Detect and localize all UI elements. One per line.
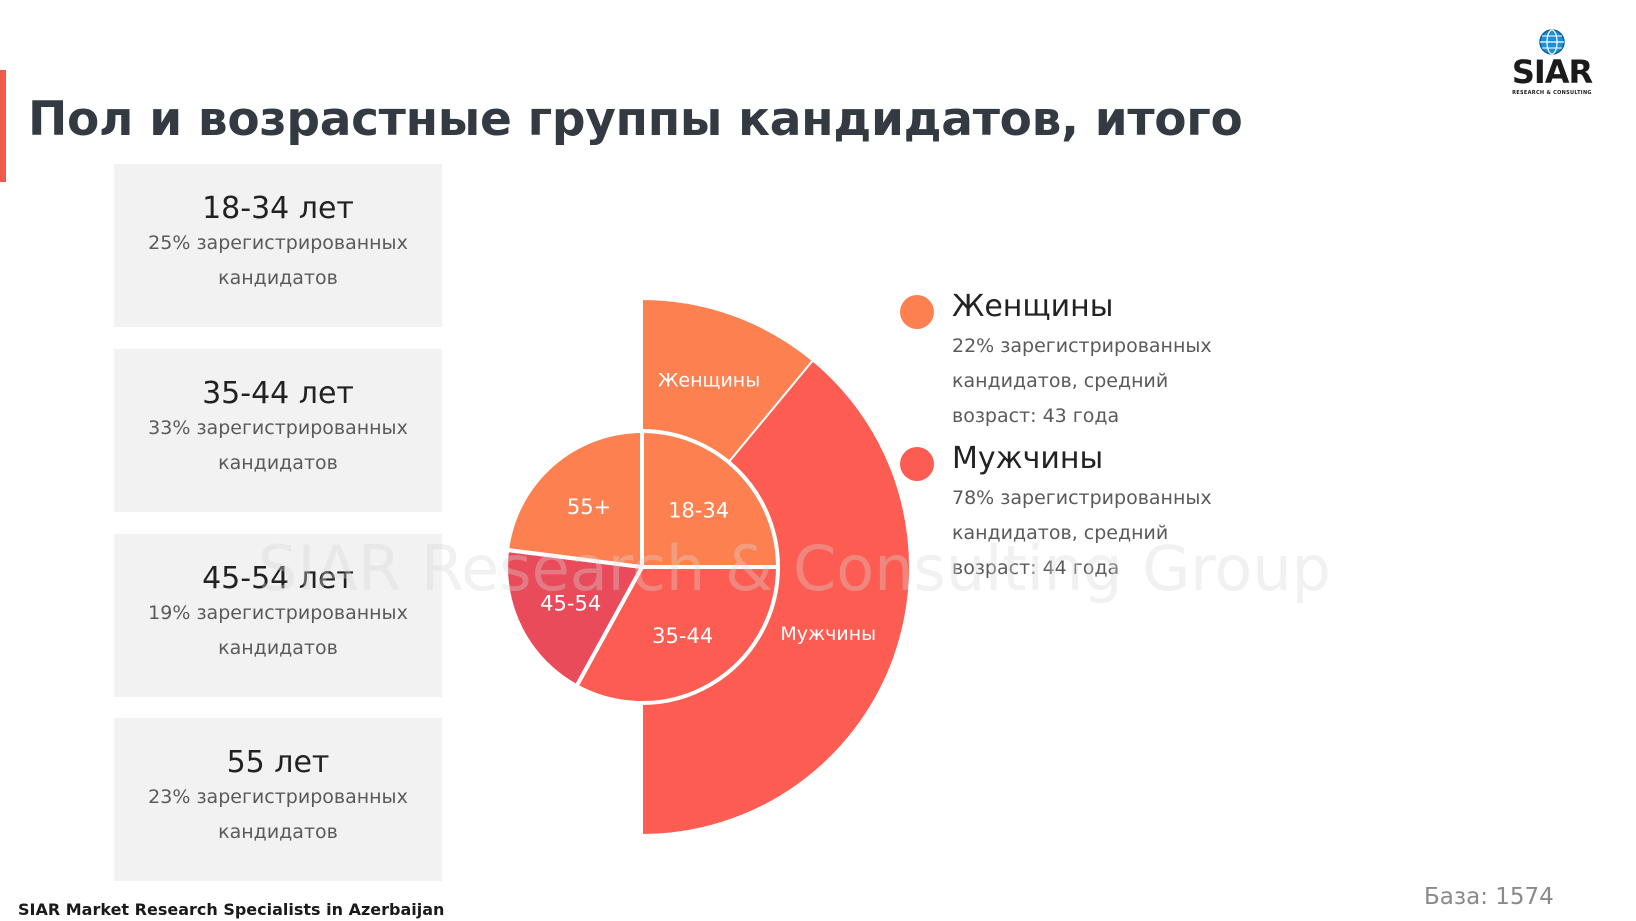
age-card-title: 45-54 лет <box>202 561 354 596</box>
siar-logo: SIAR RESEARCH & CONSULTING <box>1496 28 1608 100</box>
inner-slice-45-54 <box>504 547 644 689</box>
legend-desc: 22% зарегистрированных кандидатов, средн… <box>952 335 1212 427</box>
age-card-desc: 19% зарегистрированных кандидатов <box>148 602 408 659</box>
age-card-45-54: 45-54 лет 19% зарегистрированных кандида… <box>114 534 442 697</box>
globe-icon <box>1539 29 1565 55</box>
inner-slice-label: 45-54 <box>540 591 601 615</box>
logo-wordmark: SIAR <box>1511 53 1593 91</box>
age-card-title: 55 лет <box>226 745 330 780</box>
age-card-desc: 25% зарегистрированных кандидатов <box>148 232 408 289</box>
inner-slice-label: 55+ <box>567 495 611 519</box>
legend-dot-women <box>900 295 934 329</box>
legend-dot-men <box>900 447 934 481</box>
age-card-18-34: 18-34 лет 25% зарегистрированных кандида… <box>114 164 442 327</box>
legend-title: Женщины <box>952 289 1114 324</box>
inner-slice-label: 35-44 <box>652 624 713 648</box>
logo-tagline: RESEARCH & CONSULTING <box>1512 90 1592 96</box>
legend-title: Мужчины <box>952 441 1104 476</box>
legend-desc: 78% зарегистрированных кандидатов, средн… <box>952 487 1212 579</box>
footer-text: SIAR Market Research Specialists in Azer… <box>18 900 445 919</box>
age-card-desc: 23% зарегистрированных кандидатов <box>148 786 408 843</box>
outer-slice-label: Мужчины <box>780 623 876 645</box>
inner-slice-55+ <box>505 429 644 569</box>
base-note: База: 1574 <box>1424 884 1554 910</box>
age-card-title: 18-34 лет <box>202 191 354 226</box>
inner-slice-35-44 <box>574 565 780 705</box>
age-card-55-plus: 55 лет 23% зарегистрированных кандидатов <box>114 718 442 881</box>
age-card-35-44: 35-44 лет 33% зарегистрированных кандида… <box>114 349 442 512</box>
age-card-title: 35-44 лет <box>202 376 354 411</box>
inner-slice-18-34 <box>640 429 780 569</box>
page-title: Пол и возрастные группы кандидатов, итог… <box>28 92 1243 147</box>
inner-slice-label: 18-34 <box>668 498 729 522</box>
title-accent-bar <box>0 70 6 182</box>
age-card-desc: 33% зарегистрированных кандидатов <box>148 417 408 474</box>
outer-slice-label: Женщины <box>658 370 760 392</box>
